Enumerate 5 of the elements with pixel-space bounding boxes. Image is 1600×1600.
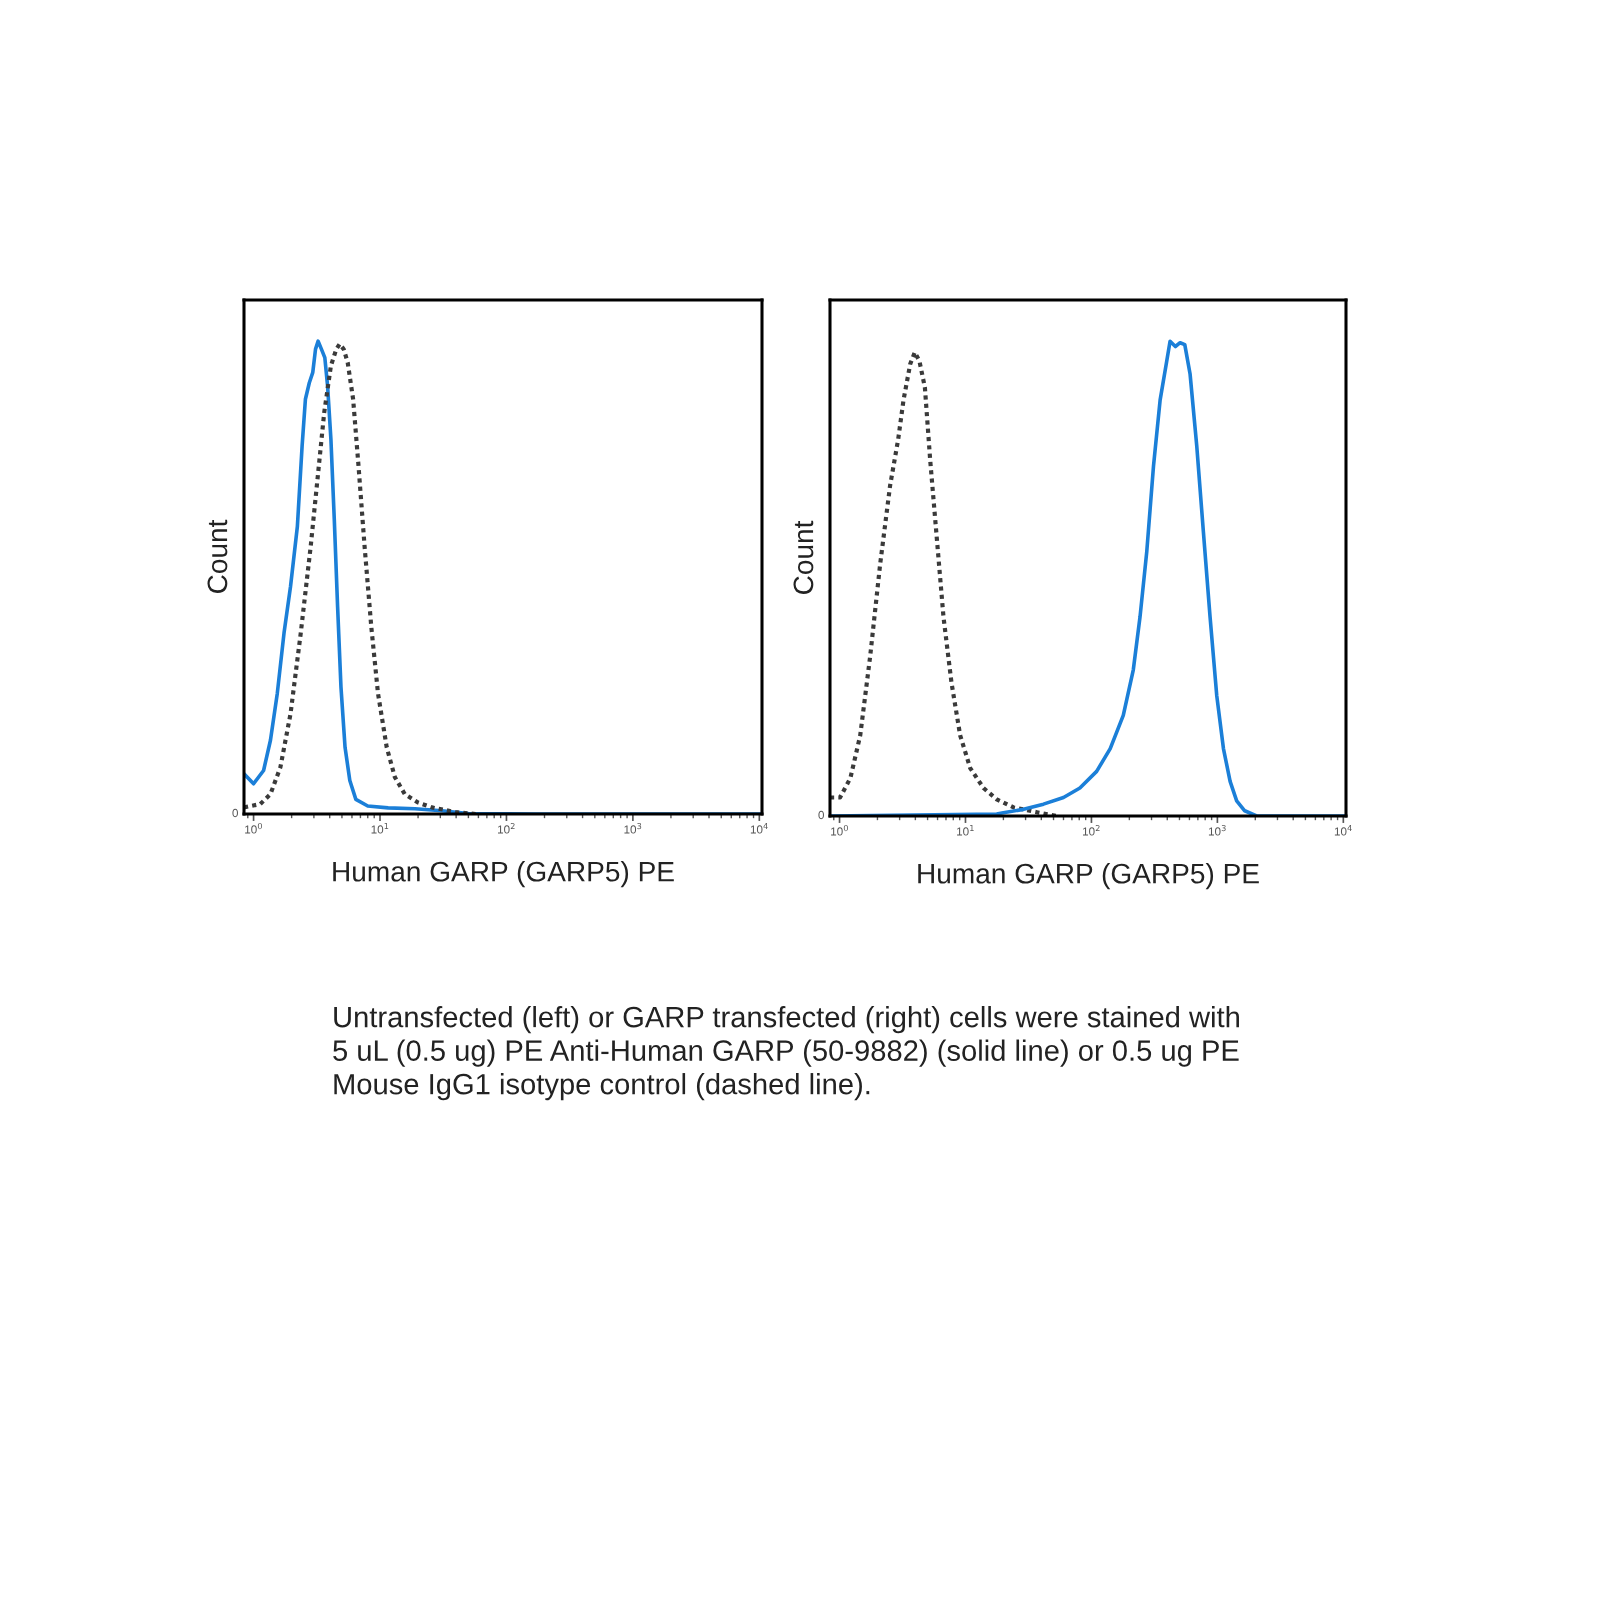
y-axis-title: Count (793, 520, 814, 595)
x-axis-title: Human GARP (GARP5) PE (918, 862, 1259, 890)
text: Untransfected (left) or GARP transfected (right) cells were stained with 5 uL (0.5 ug) PE Anti-Human GARP (50-9882) (solid line) or 0.5 ug PE Mouse IgG1 isotype control (dashed line). (333, 1006, 1239, 1101)
y-axis-title: Count (207, 519, 228, 594)
x-axis-title: Human GARP (GARP5) PE (333, 860, 674, 888)
